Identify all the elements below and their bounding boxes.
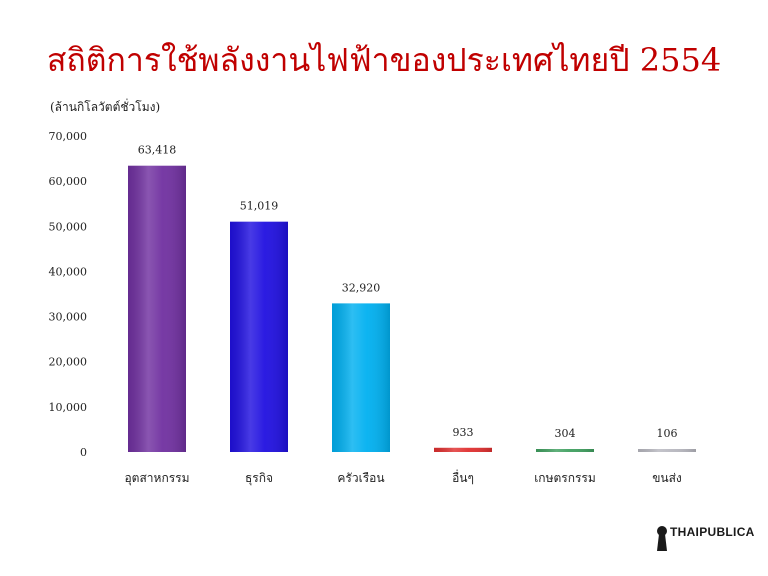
data-label: 304 bbox=[555, 427, 576, 440]
y-tick-label: 0 bbox=[80, 446, 87, 459]
x-tick-label: เกษตรกรรม bbox=[534, 471, 596, 485]
y-tick-label: 20,000 bbox=[49, 356, 88, 369]
y-tick-label: 10,000 bbox=[49, 401, 88, 414]
data-label: 32,920 bbox=[342, 281, 381, 294]
bar-shading bbox=[128, 165, 186, 453]
bar-shading bbox=[536, 449, 594, 452]
bar-shading bbox=[638, 449, 696, 452]
y-tick-label: 40,000 bbox=[49, 265, 88, 278]
bar-shading bbox=[230, 221, 288, 452]
x-tick-label: อื่นๆ bbox=[452, 469, 474, 485]
data-label: 51,019 bbox=[240, 200, 279, 213]
y-tick-label: 70,000 bbox=[49, 130, 88, 143]
data-label: 106 bbox=[657, 427, 678, 440]
data-label: 933 bbox=[453, 426, 474, 439]
y-tick-label: 60,000 bbox=[49, 175, 88, 188]
y-tick-label: 30,000 bbox=[49, 311, 88, 324]
x-tick-label: ขนส่ง bbox=[652, 471, 682, 485]
chart-title: สถิติการใช้พลังงานไฟฟ้าของประเทศไทยปี 25… bbox=[46, 41, 722, 79]
bar-shading bbox=[434, 447, 492, 452]
thaipublica-logo: THAIPUBLICA bbox=[656, 522, 756, 558]
x-tick-label: ธุรกิจ bbox=[245, 471, 273, 486]
x-tick-label: ครัวเรือน bbox=[337, 471, 384, 485]
x-tick-label: อุตสาหกรรม bbox=[124, 471, 189, 486]
logo-text: THAIPUBLICA bbox=[670, 525, 755, 539]
y-axis-label: (ล้านกิโลวัตต์ชั่วโมง) bbox=[50, 100, 161, 114]
keyhole-icon bbox=[657, 526, 667, 551]
y-tick-label: 50,000 bbox=[49, 220, 88, 233]
data-label: 63,418 bbox=[138, 144, 177, 157]
bar-shading bbox=[332, 303, 390, 452]
